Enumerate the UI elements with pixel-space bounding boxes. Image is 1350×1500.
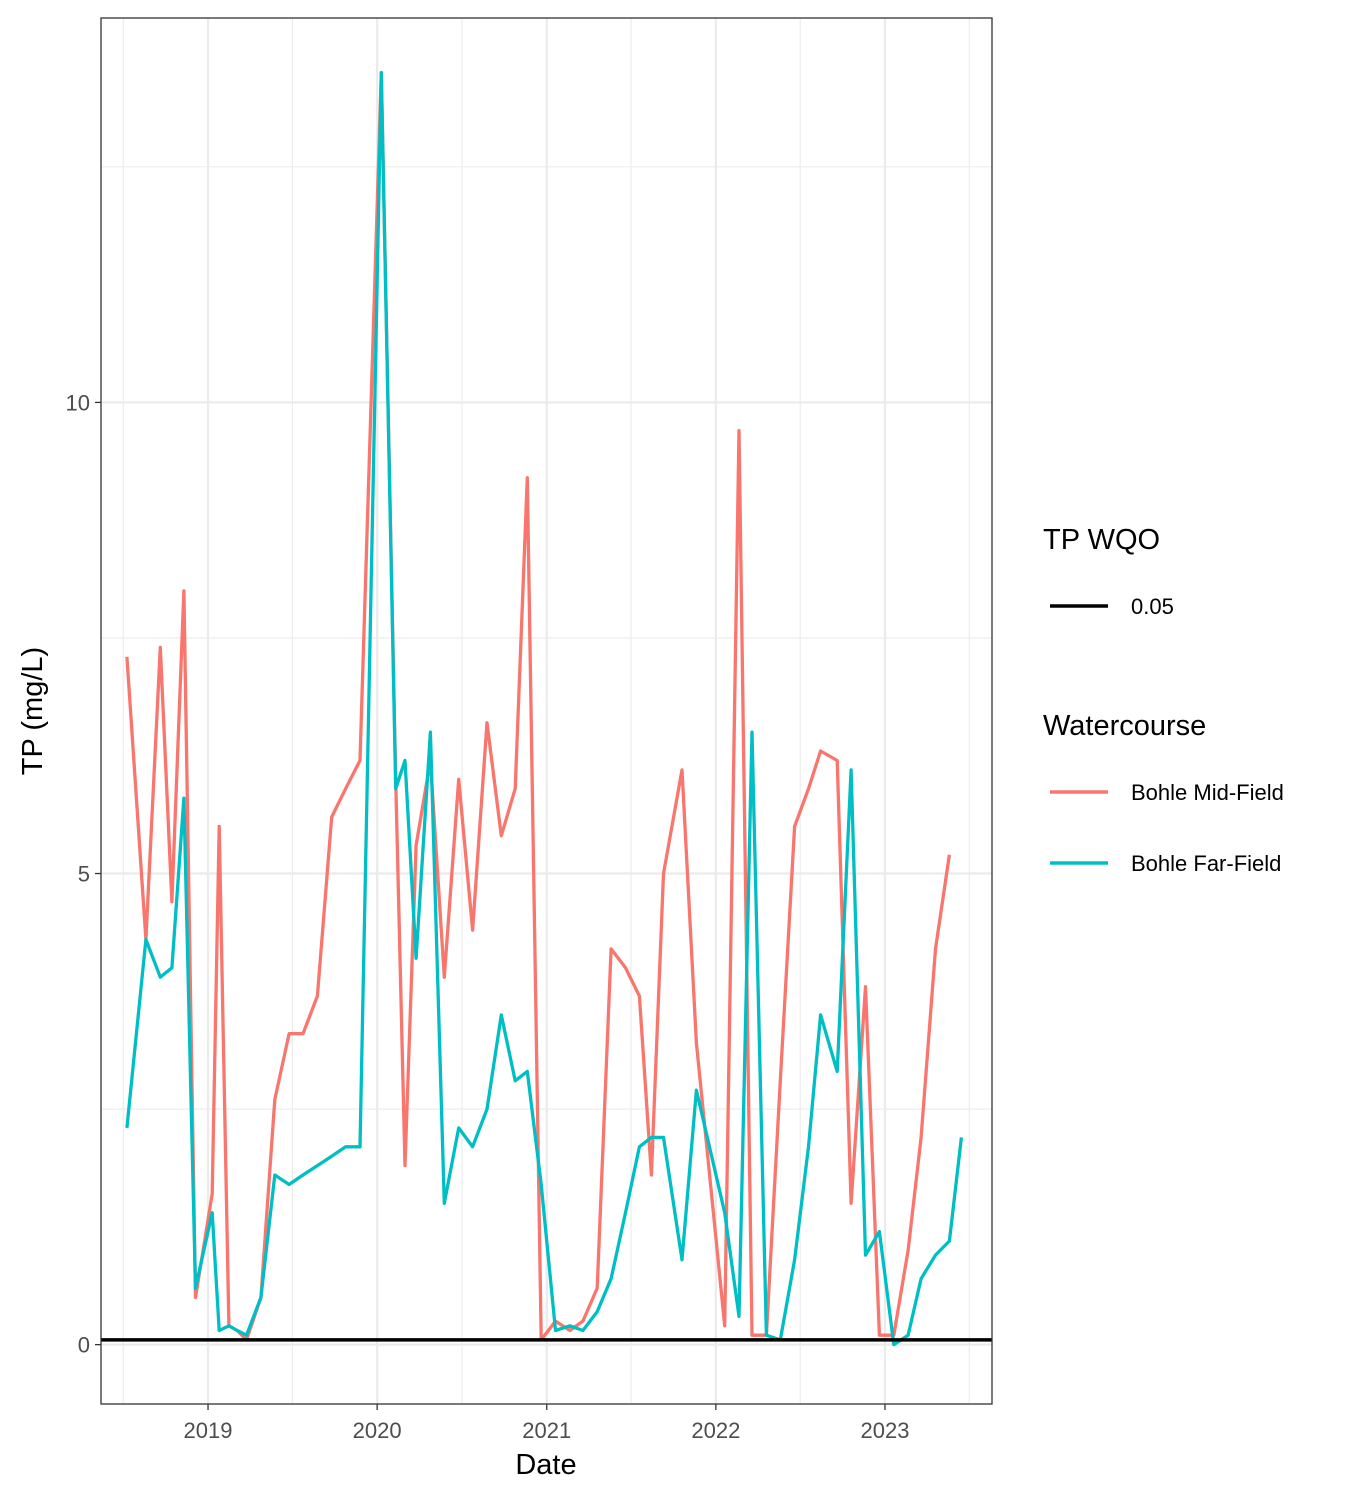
x-tick-label: 2023 [860, 1418, 909, 1443]
legend-title-wqo: TP WQO [1043, 524, 1160, 556]
series-line-bohle-far-field [125, 70, 964, 1347]
x-tick-label: 2019 [184, 1418, 233, 1443]
series-lines [125, 70, 964, 1347]
x-tick-label: 2022 [691, 1418, 740, 1443]
legend-title-watercourse: Watercourse [1043, 710, 1206, 742]
y-tick-label: 10 [66, 390, 90, 415]
y-axis-title: TP (mg/L) [17, 647, 49, 775]
y-axis-ticks: 0 5 10 [66, 390, 101, 1358]
x-tick-label: 2020 [353, 1418, 402, 1443]
minor-gridlines [101, 18, 992, 1404]
x-axis-ticks: 2019 2020 2021 2022 2023 [184, 1404, 909, 1443]
legend-label-bohle-far-field: Bohle Far-Field [1131, 851, 1281, 876]
y-tick-label: 5 [78, 862, 90, 887]
legend-label-wqo: 0.05 [1131, 594, 1174, 619]
y-tick-label: 0 [78, 1333, 90, 1358]
legend-label-bohle-mid-field: Bohle Mid-Field [1131, 780, 1284, 805]
x-tick-label: 2021 [522, 1418, 571, 1443]
legend: TP WQO 0.05 Watercourse Bohle Mid-Field … [1043, 524, 1284, 876]
x-axis-title: Date [515, 1449, 576, 1481]
major-gridlines [101, 18, 992, 1404]
